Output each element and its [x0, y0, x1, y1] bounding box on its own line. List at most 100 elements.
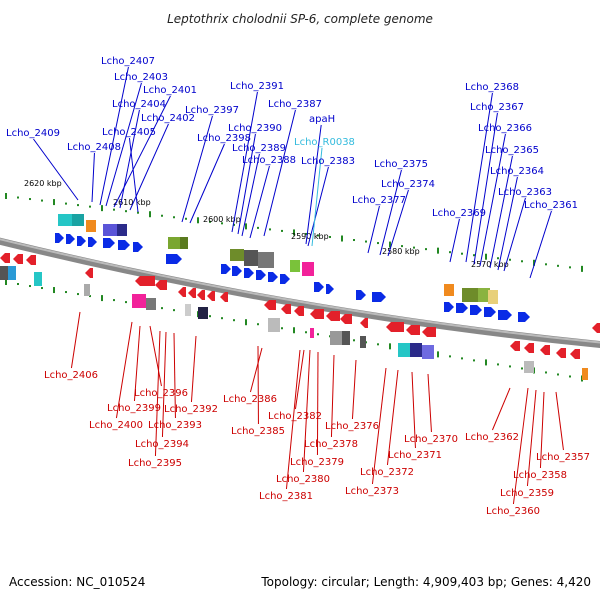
scale-tick	[245, 223, 247, 230]
reverse-gene-arrow	[524, 343, 534, 353]
feature-box	[310, 328, 314, 338]
scale-tick	[353, 239, 355, 242]
scale-tick	[65, 202, 67, 205]
forward-gene-arrow	[484, 307, 496, 317]
feature-box	[168, 237, 180, 249]
scale-label: 2580 kbp	[382, 247, 420, 256]
reverse-leader-line	[149, 325, 162, 387]
scale-tick	[161, 307, 163, 310]
scale-tick	[125, 210, 127, 213]
forward-leader-line	[465, 92, 493, 263]
scale-tick	[425, 248, 427, 251]
forward-leader-line	[237, 133, 256, 235]
reverse-gene-arrow	[556, 348, 566, 358]
reverse-gene-label: Lcho_2359	[500, 488, 554, 499]
forward-gene-label: Lcho_2387	[268, 99, 322, 110]
forward-leader-line	[231, 91, 258, 233]
reverse-gene-arrow	[294, 306, 304, 316]
scale-tick	[497, 257, 499, 260]
scale-tick	[293, 327, 295, 334]
scale-tick	[293, 229, 295, 236]
scale-tick	[245, 319, 247, 326]
reverse-leader-line	[115, 321, 133, 419]
scale-tick	[89, 205, 91, 208]
forward-gene-label: Lcho_2361	[524, 200, 578, 211]
reverse-gene-arrow	[510, 341, 520, 351]
forward-gene-label: Lcho_2363	[498, 187, 552, 198]
forward-leader-line	[503, 197, 526, 272]
reverse-gene-arrow	[135, 276, 155, 286]
feature-box	[230, 249, 244, 261]
scale-tick	[101, 205, 103, 212]
feature-box	[462, 288, 478, 302]
reverse-leader-line	[161, 331, 167, 438]
reverse-gene-label: Lcho_2380	[276, 474, 330, 485]
scale-tick	[437, 351, 439, 358]
feature-box	[244, 250, 258, 266]
scale-tick	[209, 315, 211, 318]
scale-tick	[5, 279, 7, 285]
scale-tick	[473, 254, 475, 257]
reverse-gene-label: Lcho_2379	[290, 457, 344, 468]
scale-tick	[233, 319, 235, 322]
feature-box	[398, 343, 410, 357]
topology-summary: Topology: circular; Length: 4,909,403 bp…	[260, 575, 591, 589]
scale-tick	[389, 343, 391, 350]
reverse-gene-label: Lcho_2362	[465, 432, 519, 443]
scale-tick	[221, 317, 223, 320]
forward-gene-label: Lcho_2407	[101, 56, 155, 67]
reverse-leader-line	[154, 330, 161, 457]
forward-gene-arrow	[133, 242, 143, 252]
feature-box	[0, 266, 8, 280]
scale-tick	[449, 251, 451, 254]
reverse-leader-line	[555, 391, 564, 451]
scale-tick	[125, 301, 127, 304]
scale-tick	[209, 220, 211, 223]
rna-gene-label: Lcho_R0038	[294, 137, 355, 148]
scale-tick	[113, 299, 115, 302]
scale-tick	[17, 196, 19, 199]
scale-tick	[305, 232, 307, 235]
forward-gene-label: apaH	[309, 114, 335, 125]
forward-gene-label: Lcho_2388	[242, 155, 296, 166]
reverse-leader-line	[316, 351, 319, 456]
reverse-gene-label: Lcho_2357	[536, 452, 590, 463]
scale-tick	[377, 242, 379, 245]
feature-box	[488, 290, 498, 304]
scale-tick	[353, 339, 355, 342]
gene-features	[0, 214, 600, 380]
forward-leader-line	[479, 133, 506, 267]
forward-leader-line	[249, 165, 270, 239]
forward-gene-arrow	[280, 274, 290, 284]
scale-tick	[173, 216, 175, 219]
forward-gene-arrow	[356, 290, 366, 300]
scale-tick	[389, 241, 391, 248]
forward-gene-arrow	[326, 284, 334, 294]
scale-label: 2570 kbp	[471, 260, 509, 269]
scale-labels: 2620 kbp 2610 kbp 2600 kbp 2590 kbp 2580 kbp…	[24, 179, 509, 269]
scale-tick	[113, 208, 115, 211]
feature-box	[258, 252, 274, 268]
scale-tick	[437, 247, 439, 254]
reverse-gene-arrow	[0, 253, 10, 263]
reverse-gene-arrow	[540, 345, 550, 355]
reverse-gene-label: Lcho_2399	[107, 403, 161, 414]
reverse-gene-label: Lcho_2372	[360, 467, 414, 478]
forward-gene-label: Lcho_2366	[478, 123, 532, 134]
scale-tick	[485, 253, 487, 260]
scale-tick	[557, 373, 559, 376]
forward-gene-arrow	[232, 266, 242, 276]
reverse-leader-line	[526, 389, 537, 487]
forward-gene-label: Lcho_2368	[465, 82, 519, 93]
forward-leader-line	[189, 143, 225, 224]
reverse-gene-label: Lcho_2378	[304, 439, 358, 450]
forward-gene-label: Lcho_2402	[141, 113, 195, 124]
reverse-gene-label: Lcho_2376	[325, 421, 379, 432]
scale-tick	[137, 211, 139, 214]
feature-box	[444, 284, 454, 296]
accession-text: Accession: NC_010524	[9, 575, 145, 589]
scale-tick	[17, 283, 19, 286]
forward-gene-arrow	[470, 305, 482, 315]
reverse-gene-label: Lcho_2393	[148, 420, 202, 431]
